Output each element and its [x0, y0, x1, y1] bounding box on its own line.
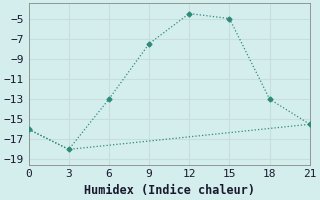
X-axis label: Humidex (Indice chaleur): Humidex (Indice chaleur) [84, 184, 255, 197]
